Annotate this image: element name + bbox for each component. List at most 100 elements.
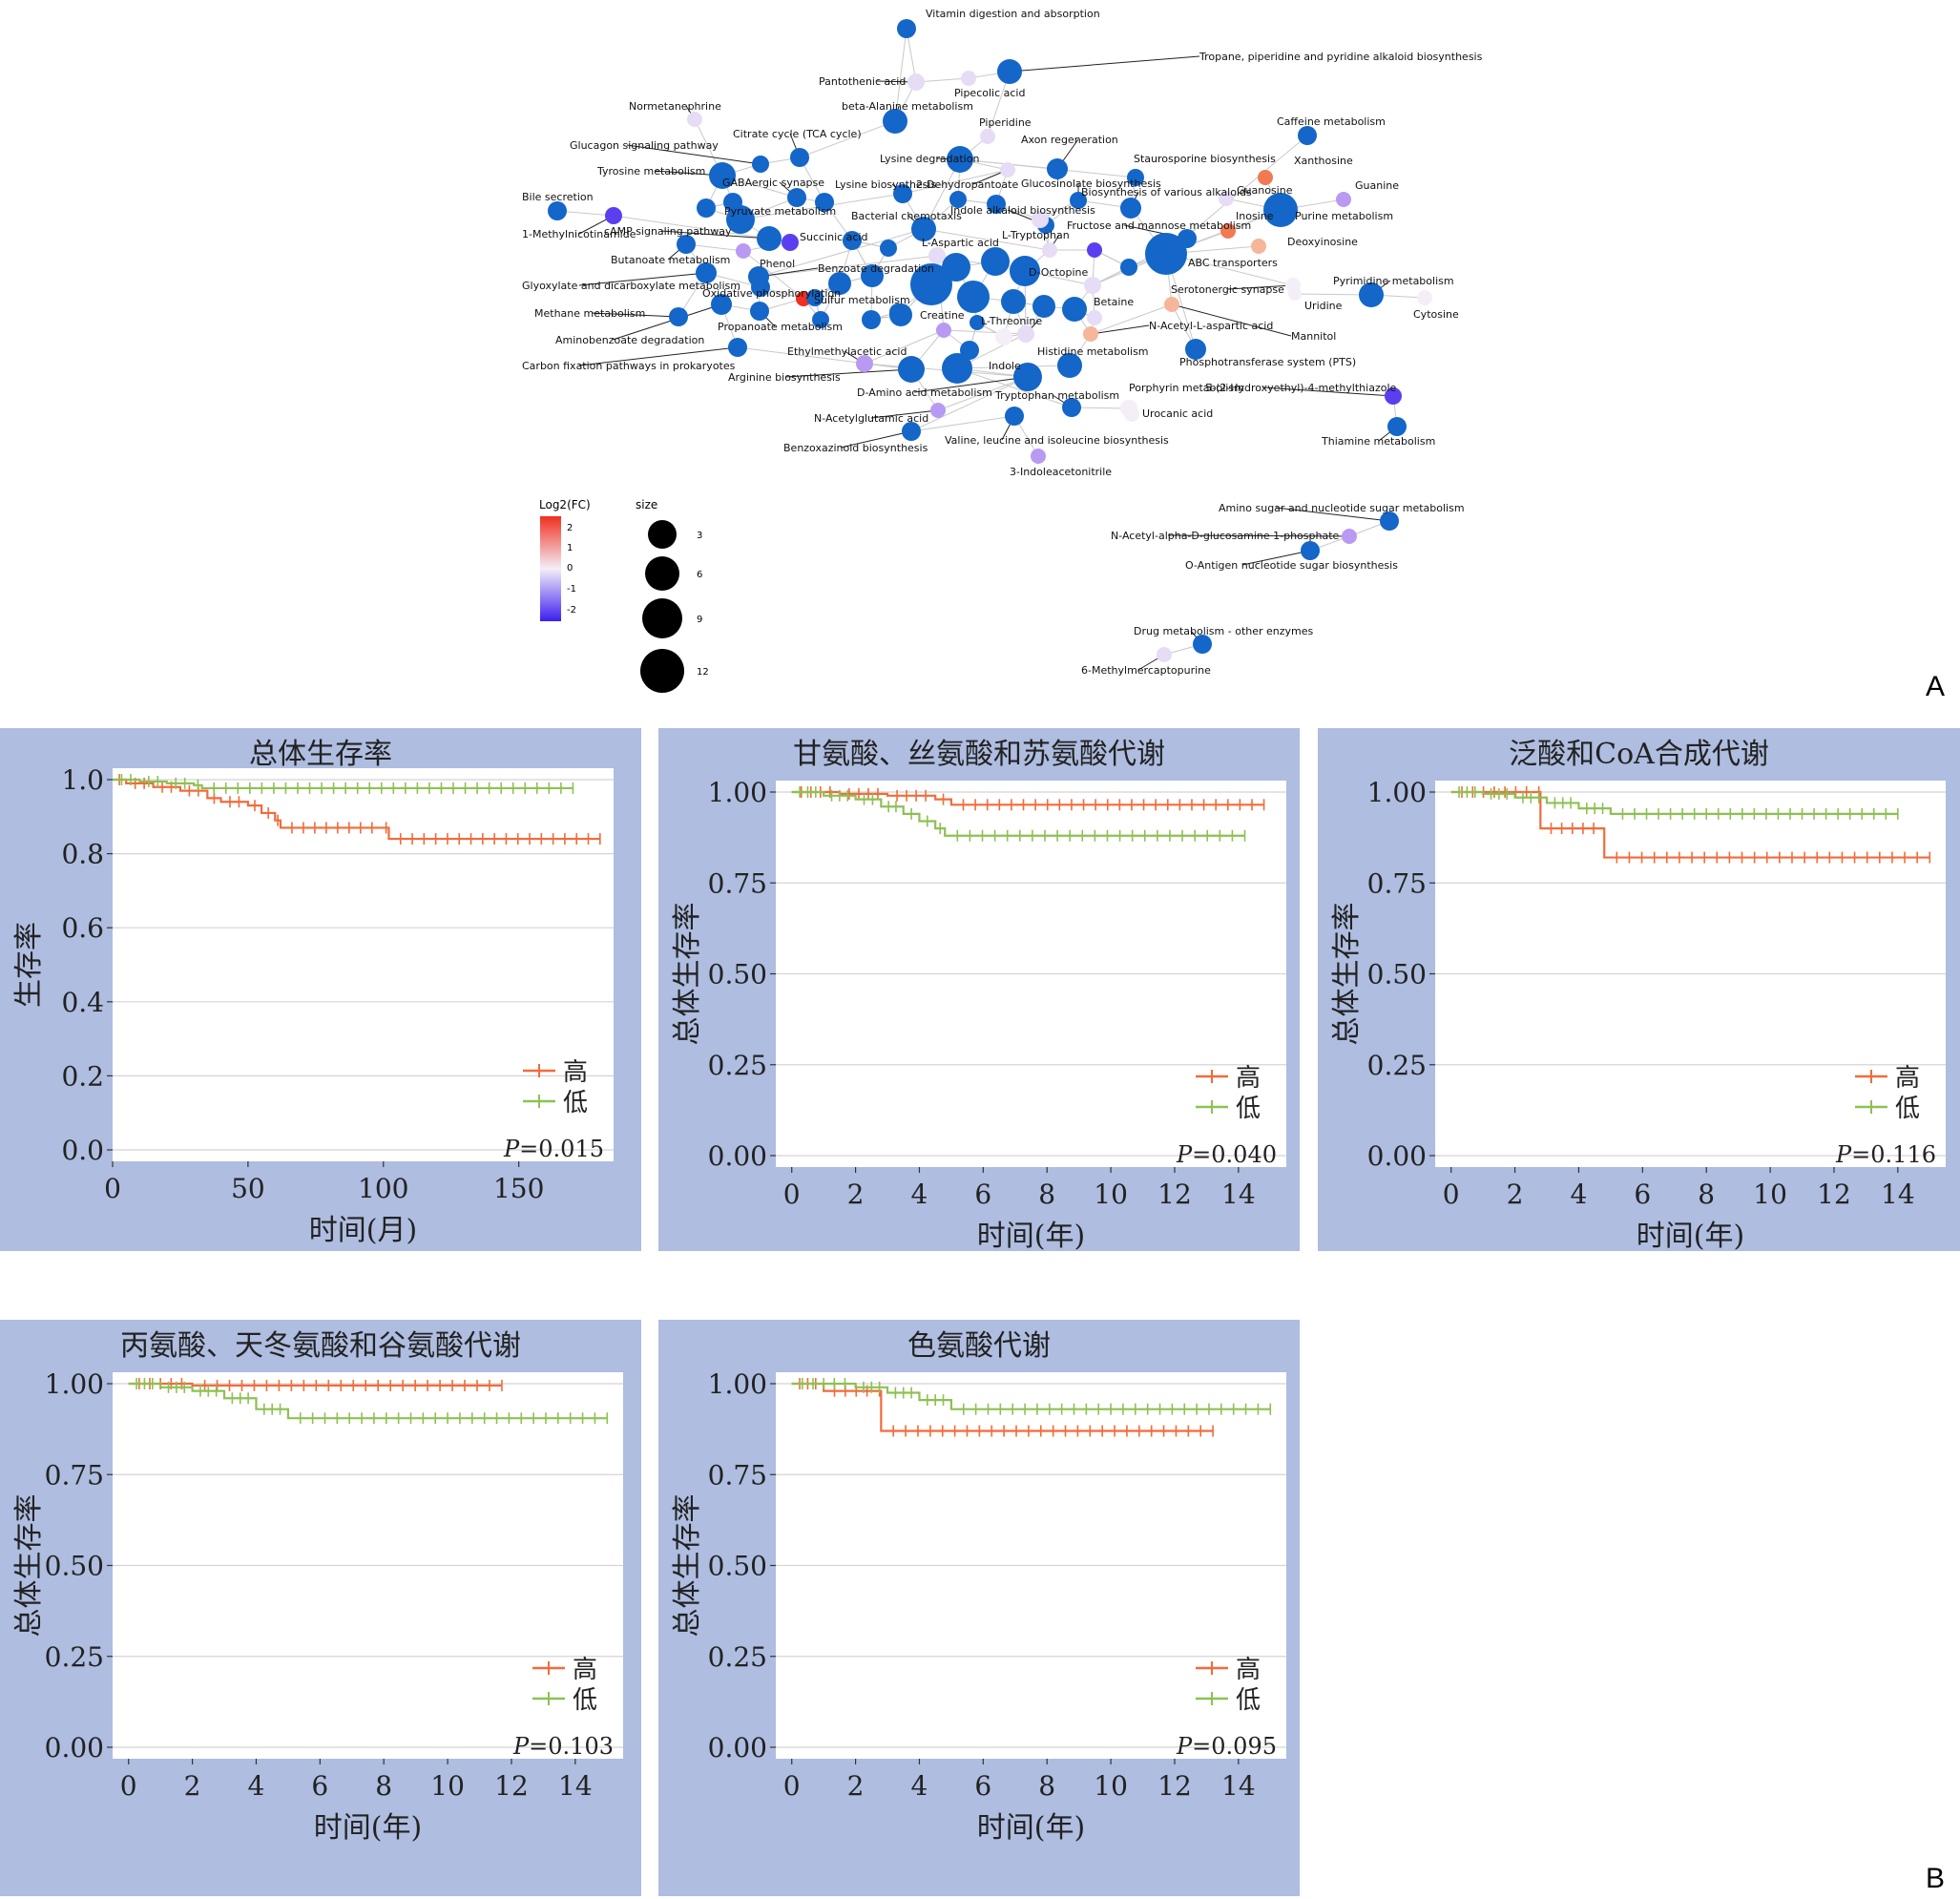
node-label: Piperidine xyxy=(979,116,1032,129)
panel-label-b: B xyxy=(1926,1863,1946,1894)
node-label: Drug metabolism - other enzymes xyxy=(1134,625,1314,637)
legend-high-label: 高 xyxy=(573,1656,597,1684)
node-label: Lysine degradation xyxy=(880,153,979,165)
p-value: P=0.116 xyxy=(1835,1141,1936,1168)
km-panel: 色氨酸代谢 0.00 0.25 0.50 0.75 1.00 0 2 4 6 8 10 12 14 时间(年… xyxy=(658,1320,1300,1896)
node-label: Arginine biosynthesis xyxy=(728,371,841,384)
y-tick-label: 0.00 xyxy=(708,1732,767,1763)
y-tick-label: 1.0 xyxy=(61,764,104,796)
node-label: L-Aspartic acid xyxy=(922,237,999,249)
x-tick-label: 2 xyxy=(184,1770,201,1802)
node-label: Urocanic acid xyxy=(1142,407,1213,420)
y-tick-label: 0.25 xyxy=(708,1050,767,1081)
legend-size-dot xyxy=(645,556,679,591)
legend-log2fc-title: Log2(FC) xyxy=(539,498,591,511)
label-leader-line xyxy=(1009,55,1200,73)
pathway-node xyxy=(1127,169,1144,186)
y-axis-label: 总体生存率 xyxy=(671,903,704,1046)
node-label: Butanoate metabolism xyxy=(611,254,730,266)
x-tick-label: 6 xyxy=(311,1770,328,1802)
pathway-node xyxy=(696,262,717,283)
legend-high-label: 高 xyxy=(1236,1064,1261,1093)
node-label: Propanoate metabolism xyxy=(718,321,843,333)
legend-high-label: 高 xyxy=(563,1058,588,1087)
pathway-node xyxy=(1047,158,1068,179)
legend-size-title: size xyxy=(636,498,657,511)
x-tick-label: 0 xyxy=(783,1179,801,1210)
pathway-network: Vitamin digestion and absorption Tropane,… xyxy=(522,8,1483,693)
x-tick-label: 10 xyxy=(430,1770,465,1802)
pathway-node xyxy=(902,422,921,441)
y-tick-label: 0.25 xyxy=(1367,1050,1427,1081)
p-value-number: =0.015 xyxy=(519,1136,604,1162)
node-label: GABAergic synapse xyxy=(722,177,824,189)
legend-size: size 3 6 9 12 xyxy=(636,498,709,693)
x-tick-label: 14 xyxy=(558,1770,593,1802)
pathway-node xyxy=(669,307,688,326)
node-label: Serotonergic synapse xyxy=(1171,283,1284,296)
x-tick-label: 10 xyxy=(1753,1179,1787,1210)
node-label: Normetanephrine xyxy=(629,100,721,113)
label-leader-line xyxy=(913,376,1029,393)
legend-tick: 2 xyxy=(567,523,573,533)
metabolite-node xyxy=(1336,192,1351,207)
pathway-node xyxy=(861,264,884,287)
label-leader-line xyxy=(626,144,761,165)
node-label: Ethylmethylacetic acid xyxy=(787,345,907,358)
pathway-node xyxy=(843,231,862,250)
pathway-node xyxy=(812,311,829,328)
node-label: Histidine metabolism xyxy=(1037,345,1149,358)
pathway-node xyxy=(1301,541,1320,560)
pathway-node xyxy=(970,315,985,330)
x-axis-label: 时间(年) xyxy=(977,1811,1085,1845)
network-edge xyxy=(923,228,1051,251)
y-axis-label: 总体生存率 xyxy=(671,1494,704,1638)
metabolite-node xyxy=(736,243,751,259)
x-tick-label: 0 xyxy=(104,1173,121,1204)
pathway-node xyxy=(726,205,755,234)
metabolite-node xyxy=(1032,211,1049,228)
p-value-prefix: P xyxy=(503,1136,520,1162)
node-label: 6-Methylmercaptopurine xyxy=(1081,664,1211,677)
label-leader-line xyxy=(578,272,707,286)
node-label: Xanthosine xyxy=(1294,155,1353,167)
legend-log2fc: Log2(FC) 2 1 0 -1 -2 xyxy=(539,498,591,621)
pathway-node xyxy=(1057,353,1082,378)
pathway-node xyxy=(1145,233,1187,275)
x-tick-label: 150 xyxy=(493,1173,544,1204)
node-label: Lysine biosynthesis xyxy=(835,178,936,191)
x-axis-label: 时间(年) xyxy=(1637,1220,1744,1253)
p-value-number: =0.040 xyxy=(1192,1141,1277,1168)
label-leader-line xyxy=(1227,284,1294,290)
node-label: Pipecolic acid xyxy=(954,87,1025,99)
y-tick-label: 0.00 xyxy=(45,1732,104,1763)
pathway-node xyxy=(1298,126,1317,145)
node-label: Citrate cycle (TCA cycle) xyxy=(733,128,862,140)
node-label: Sulfur metabolism xyxy=(814,294,910,306)
x-axis-label: 时间(年) xyxy=(977,1220,1085,1253)
y-tick-label: 1.00 xyxy=(45,1368,104,1400)
x-tick-label: 2 xyxy=(847,1770,865,1802)
pathway-node xyxy=(1120,259,1137,276)
node-label: Amino sugar and nucleotide sugar metabol… xyxy=(1219,502,1465,514)
pathway-node xyxy=(911,217,936,241)
x-tick-label: 6 xyxy=(974,1179,991,1210)
metabolite-node xyxy=(995,328,1012,345)
node-label: Creatine xyxy=(920,309,965,322)
node-label: Guanosine xyxy=(1237,184,1293,197)
node-label: Phosphotransferase system (PTS) xyxy=(1179,356,1356,368)
pathway-node xyxy=(1193,635,1212,654)
pathway-node xyxy=(1380,511,1399,531)
node-label: Indole alkaloid biosynthesis xyxy=(950,204,1095,217)
pathway-node xyxy=(942,353,972,384)
legend-size-tick: 9 xyxy=(697,615,702,625)
pathway-node xyxy=(981,247,1010,276)
x-tick-label: 0 xyxy=(783,1770,801,1802)
legend-size-dot xyxy=(648,520,677,549)
node-label: Bacterial chemotaxis xyxy=(851,210,962,222)
x-tick-label: 8 xyxy=(1698,1179,1715,1210)
pathway-node xyxy=(709,162,736,189)
km-panel: 甘氨酸、丝氨酸和苏氨酸代谢 0.00 0.25 0.50 0.75 1.00 0 2 4 6 8 10… xyxy=(658,728,1300,1253)
curve-low xyxy=(128,1382,608,1420)
legend-size-tick: 3 xyxy=(697,531,702,541)
